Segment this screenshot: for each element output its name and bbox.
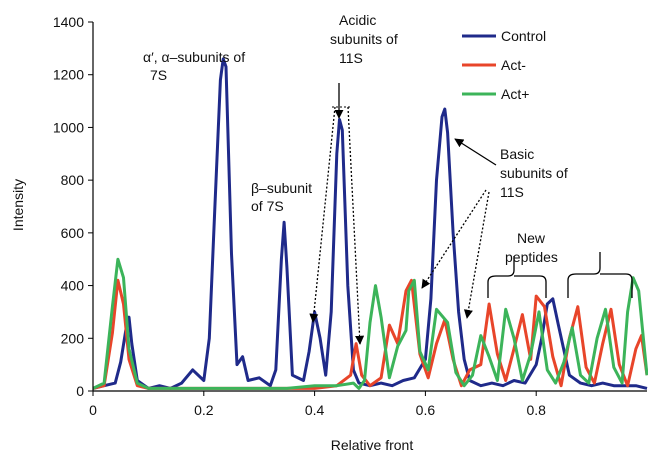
x-tick-label: 0.2 (194, 402, 214, 418)
annotation-arrows (309, 83, 633, 345)
annotation-alpha-7s-line-1: α′, α–subunits of (143, 49, 245, 65)
series-line-control (92, 57, 648, 390)
y-tick-label: 1400 (53, 14, 84, 30)
basic-arrow-mid (421, 189, 487, 289)
x-tick-label: 0.8 (526, 402, 546, 418)
legend-label-act-plus: Act+ (501, 86, 529, 102)
annotation-new-peptides-line-2: peptides (505, 249, 558, 265)
basic-arrow-low (463, 191, 490, 319)
y-tick-label: 1000 (53, 119, 84, 135)
y-tick-label: 600 (61, 225, 85, 241)
annotation-beta-7s-line-1: β–subunit (251, 180, 312, 196)
y-tick-label: 800 (61, 172, 85, 188)
legend: Control Act- Act+ (462, 28, 546, 102)
legend-label-act-minus: Act- (501, 57, 526, 73)
series-layer (92, 57, 648, 390)
x-tick-label: 0.4 (305, 402, 325, 418)
new-peptides-bracket-right-b (599, 273, 633, 298)
axes: 0 200 400 600 800 1000 1200 1400 0 0.2 0.4 0.6 0.8 (53, 14, 647, 418)
series-line-act-plus (92, 257, 648, 390)
annotation-acidic-11s-line-2: subunits of (330, 31, 398, 47)
y-axis-label: Intensity (10, 179, 26, 231)
basic-arrow-top (454, 138, 497, 166)
annotation-basic-11s-line-3: 11S (500, 184, 524, 200)
annotation-acidic-11s-line-3: 11S (339, 50, 363, 66)
acidic-arrow-left (309, 106, 336, 323)
x-axis-label: Relative front (331, 437, 414, 453)
annotation-new-peptides-line-1: New (517, 230, 546, 246)
new-peptides-bracket-left-a (487, 256, 515, 298)
y-tick-label: 400 (61, 278, 85, 294)
y-tick-label: 0 (76, 383, 84, 399)
new-peptides-bracket-right-a (567, 252, 601, 298)
x-tick-label: 0 (89, 402, 97, 418)
x-tick-label: 0.6 (416, 402, 436, 418)
legend-label-control: Control (501, 28, 546, 44)
annotation-basic-11s-line-2: subunits of (500, 165, 568, 181)
annotation-basic-11s-line-1: Basic (500, 146, 534, 162)
annotation-acidic-11s-line-1: Acidic (339, 12, 376, 28)
y-tick-label: 200 (61, 330, 85, 346)
annotation-beta-7s-line-2: of 7S (251, 198, 284, 214)
annotation-alpha-7s-line-2: 7S (150, 67, 167, 83)
new-peptides-bracket-left-b (514, 275, 547, 298)
y-tick-label: 1200 (53, 67, 84, 83)
acidic-arrow-right (347, 106, 365, 345)
